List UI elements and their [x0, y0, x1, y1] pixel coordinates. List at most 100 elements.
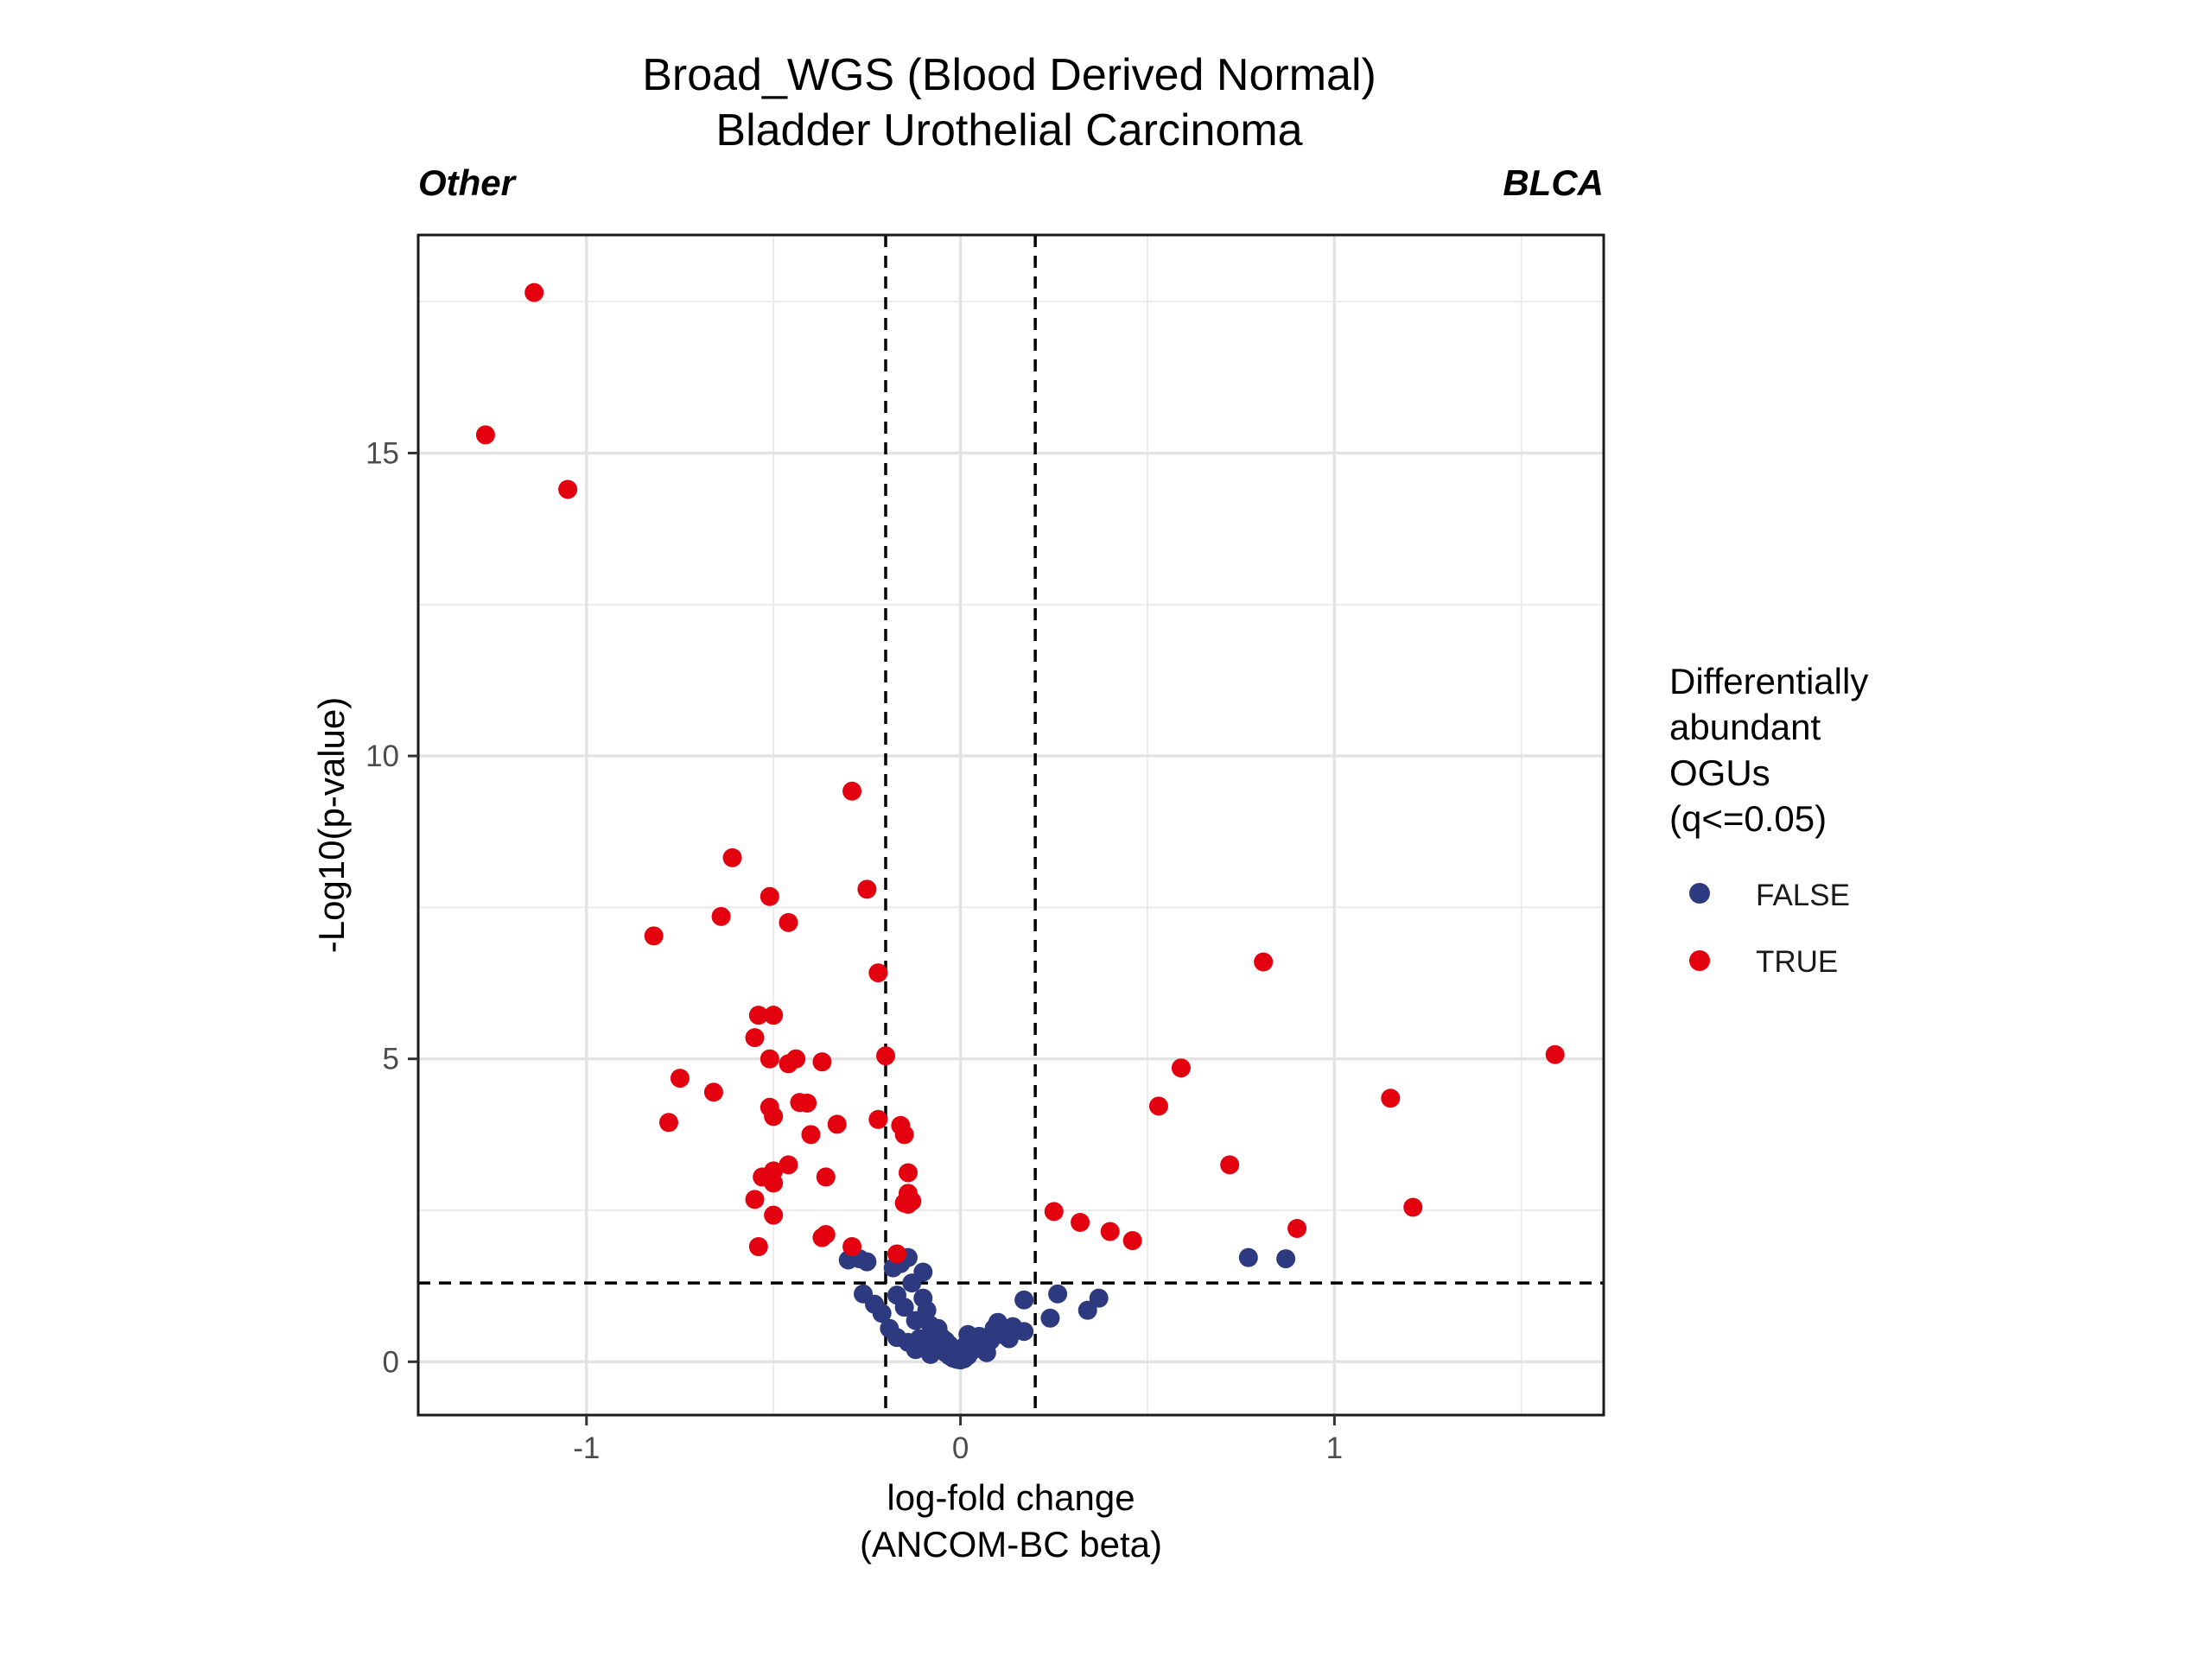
- point-true: [779, 912, 798, 932]
- right-group-label: BLCA: [1503, 162, 1604, 203]
- point-true: [812, 1052, 832, 1072]
- x-axis-label-line2: (ANCOM-BC beta): [860, 1524, 1162, 1565]
- x-axis-label-line1: log-fold change: [887, 1477, 1135, 1518]
- point-false: [906, 1340, 925, 1360]
- point-true: [801, 1125, 821, 1145]
- point-true: [894, 1125, 914, 1145]
- point-true: [827, 1114, 847, 1134]
- point-true: [745, 1190, 765, 1209]
- point-true: [722, 847, 742, 867]
- x-tick-label: -1: [573, 1431, 600, 1465]
- point-true: [779, 1155, 798, 1175]
- point-true: [1171, 1058, 1191, 1078]
- point-true: [1100, 1222, 1120, 1241]
- series-false-points: [838, 1247, 1296, 1370]
- chart-title: Broad_WGS (Blood Derived Normal): [642, 50, 1376, 100]
- point-true: [748, 1237, 768, 1257]
- point-true: [868, 963, 888, 983]
- point-false: [1014, 1290, 1034, 1310]
- point-false: [1014, 1322, 1034, 1342]
- chart-subtitle: Bladder Urothelial Carcinoma: [715, 105, 1302, 156]
- legend-title-line3: OGUs: [1669, 752, 1770, 793]
- point-false: [902, 1273, 922, 1293]
- point-false: [857, 1252, 877, 1272]
- y-tick-label: 15: [365, 436, 399, 470]
- point-true: [760, 1049, 779, 1069]
- legend-title-line1: Differentially: [1669, 661, 1868, 701]
- point-true: [644, 926, 664, 946]
- legend: Differentially abundant OGUs (q<=0.05) F…: [1669, 661, 1868, 979]
- y-tick-label: 0: [383, 1345, 399, 1379]
- point-true: [1122, 1231, 1142, 1251]
- legend-label-false: FALSE: [1756, 879, 1850, 912]
- point-true: [876, 1046, 896, 1066]
- point-false: [1238, 1247, 1258, 1267]
- point-true: [842, 1237, 862, 1257]
- point-true: [1254, 952, 1274, 972]
- point-false: [1048, 1284, 1068, 1304]
- point-true: [786, 1049, 806, 1069]
- x-tick-label: 0: [952, 1431, 969, 1465]
- point-true: [524, 282, 544, 302]
- point-true: [703, 1082, 723, 1102]
- point-true: [898, 1163, 918, 1183]
- point-true: [1403, 1197, 1423, 1217]
- y-axis-label: -Log10(p-value): [311, 697, 352, 954]
- legend-key-false: [1689, 883, 1710, 904]
- point-true: [1220, 1155, 1240, 1175]
- x-tick-label: 1: [1326, 1431, 1343, 1465]
- point-true: [748, 1006, 768, 1025]
- point-false: [1276, 1249, 1296, 1269]
- point-false: [917, 1300, 937, 1320]
- point-true: [658, 1113, 678, 1133]
- point-false: [894, 1298, 914, 1317]
- legend-title-line2: abundant: [1669, 707, 1821, 747]
- point-true: [857, 879, 877, 899]
- plot-panel-border: [416, 233, 1605, 1417]
- point-true: [902, 1191, 922, 1211]
- grid-minor-lines: [418, 235, 1604, 1415]
- point-false: [1040, 1308, 1060, 1328]
- y-tick-label: 10: [365, 739, 399, 773]
- point-true: [764, 1006, 784, 1025]
- point-true: [745, 1028, 765, 1048]
- point-true: [812, 1228, 832, 1247]
- point-true: [816, 1167, 836, 1187]
- point-false: [1089, 1288, 1109, 1308]
- point-true: [868, 1109, 888, 1129]
- point-false: [1077, 1300, 1097, 1320]
- point-true: [1148, 1096, 1168, 1116]
- point-true: [842, 781, 862, 801]
- point-false: [954, 1336, 974, 1356]
- point-true: [670, 1069, 690, 1089]
- point-true: [711, 906, 731, 926]
- y-axis-ticks: 0 5 10 15: [365, 436, 418, 1379]
- threshold-lines: [418, 235, 1604, 1415]
- point-true: [760, 886, 779, 906]
- point-true: [764, 1173, 784, 1193]
- left-group-label: Other: [418, 162, 518, 203]
- x-axis-ticks: -1 0 1: [573, 1415, 1343, 1465]
- legend-key-true: [1689, 950, 1710, 971]
- legend-title-line4: (q<=0.05): [1669, 798, 1827, 839]
- point-false: [925, 1341, 944, 1361]
- point-true: [1044, 1202, 1064, 1222]
- series-true-points: [475, 282, 1565, 1264]
- point-true: [1381, 1089, 1401, 1108]
- point-true: [475, 425, 495, 445]
- point-false: [872, 1304, 892, 1323]
- y-tick-label: 5: [383, 1043, 399, 1076]
- point-true: [887, 1244, 906, 1264]
- point-true: [798, 1093, 817, 1113]
- point-true: [1545, 1044, 1565, 1064]
- point-true: [1287, 1219, 1307, 1239]
- point-true: [1071, 1213, 1090, 1233]
- point-true: [764, 1205, 784, 1225]
- point-true: [558, 479, 578, 499]
- point-false: [939, 1335, 959, 1355]
- grid-major-lines: [418, 235, 1604, 1415]
- legend-label-true: TRUE: [1756, 945, 1838, 979]
- point-true: [764, 1107, 784, 1127]
